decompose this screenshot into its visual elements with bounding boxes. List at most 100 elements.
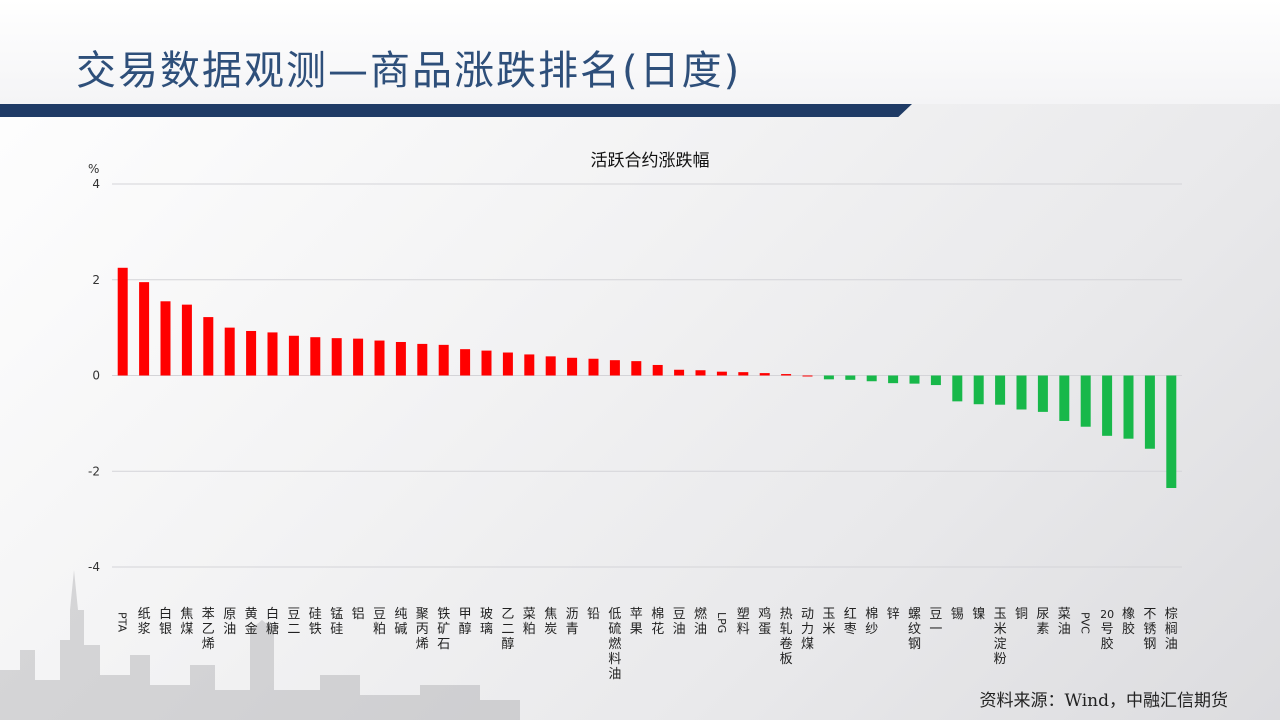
y-tick-label: 2 — [92, 273, 100, 287]
bar — [460, 349, 471, 376]
x-tick-label: 硅铁 — [309, 607, 322, 637]
x-tick-label: 甲醇 — [459, 607, 472, 637]
x-tick-label: 乙二醇 — [501, 607, 514, 652]
x-tick-label: 白银 — [159, 606, 172, 637]
x-tick-label: 尿素 — [1036, 607, 1049, 637]
bar — [866, 375, 877, 382]
bar — [246, 330, 257, 376]
bar — [823, 375, 834, 380]
x-tick-label: 红枣 — [844, 606, 857, 637]
bar — [1059, 375, 1070, 421]
x-tick-label: 棕榈油 — [1165, 607, 1178, 652]
x-tick-label: 纯碱 — [394, 607, 407, 637]
x-tick-label: LPG — [715, 612, 728, 633]
bar — [995, 375, 1006, 405]
x-tick-label: 锰硅 — [330, 607, 343, 637]
x-tick-label: 锡 — [951, 607, 964, 622]
bar — [888, 375, 899, 384]
x-tick-label: 铁矿石 — [437, 607, 450, 652]
x-tick-label: 燃油 — [694, 606, 707, 637]
bar — [652, 364, 663, 376]
x-tick-label: 橡胶 — [1122, 607, 1135, 637]
x-tick-label: 铜 — [1015, 607, 1028, 622]
x-tick-label: 白糖 — [266, 606, 279, 637]
bar — [331, 338, 342, 376]
x-tick-label: 豆二 — [287, 607, 300, 637]
bar — [845, 375, 856, 380]
bar — [288, 335, 299, 376]
header-background — [0, 0, 1280, 104]
bar — [310, 337, 321, 376]
x-tick-label: PVC — [1079, 612, 1092, 634]
x-tick-label: 热轧卷板 — [780, 607, 793, 667]
bar — [203, 317, 214, 376]
bar — [781, 374, 792, 376]
bar — [117, 267, 128, 376]
x-tick-label: 玉米淀粉 — [994, 607, 1007, 667]
header-underline-bar — [0, 104, 912, 117]
x-tick-label: 铅 — [587, 607, 600, 622]
x-tick-label: 焦炭 — [544, 607, 557, 637]
y-tick-label: -4 — [88, 560, 100, 574]
x-tick-label: 豆油 — [673, 607, 686, 637]
bar — [609, 360, 620, 376]
x-tick-label: 纸浆 — [138, 607, 151, 637]
bar — [674, 369, 685, 376]
x-tick-label: 低硫燃料油 — [608, 607, 621, 682]
bar — [567, 357, 578, 376]
x-tick-label: 棉纱 — [865, 607, 878, 637]
x-tick-label: PTA — [116, 612, 129, 632]
bar — [738, 372, 749, 376]
bar — [1016, 375, 1027, 410]
bar — [374, 340, 385, 376]
bar — [1080, 375, 1091, 427]
bar — [267, 332, 278, 376]
bar — [716, 371, 727, 376]
x-tick-label: 棉花 — [651, 607, 664, 637]
x-tick-label: 铝 — [352, 607, 365, 622]
city-skyline-decoration — [0, 570, 520, 720]
x-tick-label: 苯乙烯 — [202, 607, 215, 652]
y-tick-label: 0 — [92, 369, 100, 383]
bar — [759, 373, 770, 376]
y-tick-label: -2 — [88, 464, 100, 478]
bar — [417, 343, 428, 376]
bar — [160, 301, 171, 376]
x-tick-label: 原油 — [223, 607, 236, 637]
y-axis-unit-label: % — [88, 162, 100, 176]
x-tick-label: 黄金 — [245, 607, 258, 637]
bar — [481, 350, 492, 376]
page-title: 交易数据观测—商品涨跌排名(日度) — [76, 48, 742, 94]
bar — [524, 354, 535, 376]
x-tick-label: 动力煤 — [801, 607, 814, 652]
bar — [1144, 375, 1155, 449]
x-tick-label: 不锈钢 — [1143, 607, 1156, 652]
chart-title: 活跃合约涨跌幅 — [590, 151, 710, 171]
bar — [1123, 375, 1134, 439]
x-tick-label: 菜油 — [1058, 607, 1071, 637]
x-tick-label: 聚丙烯 — [416, 607, 429, 652]
bar — [1037, 375, 1048, 412]
bar — [909, 375, 920, 384]
bar — [353, 338, 364, 376]
bar — [502, 352, 513, 376]
x-tick-label: 塑料 — [737, 607, 750, 637]
bar — [545, 356, 556, 376]
bar — [139, 282, 150, 376]
y-tick-label: 4 — [92, 177, 100, 191]
bar — [1102, 375, 1113, 436]
x-tick-label: 玻璃 — [480, 607, 493, 637]
x-tick-label: 镍 — [972, 607, 985, 622]
x-tick-label: 苹果 — [630, 607, 643, 637]
x-tick-label: 锌 — [887, 607, 900, 622]
x-tick-label: 豆一 — [929, 607, 942, 637]
x-tick-label: 鸡蛋 — [758, 606, 771, 637]
bar — [695, 370, 706, 376]
source-note: 资料来源：Wind，中融汇信期货 — [979, 691, 1228, 711]
bar — [930, 375, 941, 386]
x-tick-label: 沥青 — [566, 607, 579, 637]
x-tick-label: 螺纹钢 — [908, 607, 921, 652]
x-tick-label: 豆粕 — [373, 607, 386, 637]
bar — [181, 304, 192, 376]
